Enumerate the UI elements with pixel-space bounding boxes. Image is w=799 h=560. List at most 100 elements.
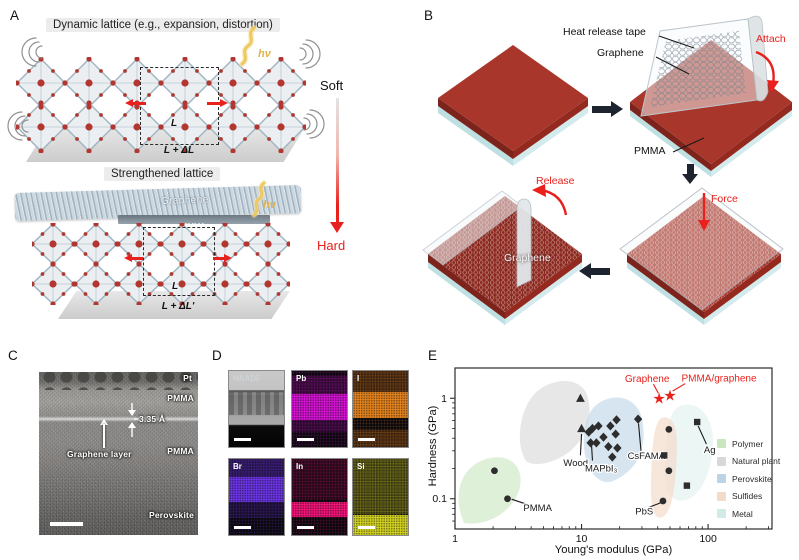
scatter-point-diamond <box>604 442 613 452</box>
graphene-mesh <box>650 31 746 107</box>
legend-label: Natural plant <box>732 456 781 466</box>
element-band <box>292 393 347 420</box>
eds-map-in: In <box>291 458 348 536</box>
x-tick-label: 10 <box>576 533 588 545</box>
eds-map-si: Si <box>352 458 409 536</box>
legend-label: Sulfides <box>732 491 763 501</box>
scale-bar <box>297 526 314 529</box>
legend-item-metal: Metal <box>717 508 780 519</box>
legend-swatch <box>717 491 726 501</box>
eds-map-i: I <box>352 370 409 448</box>
annotation-line <box>697 425 707 445</box>
map-label: I <box>357 374 360 383</box>
step-arrow-down-icon <box>682 164 698 184</box>
attach-arrow-icon <box>755 50 775 85</box>
scale-bar <box>234 526 251 529</box>
map-label: HAADF <box>233 374 261 383</box>
annotation-line <box>652 383 659 394</box>
scatter-point-square <box>693 418 701 426</box>
pmma-top-label: PMMA <box>167 393 194 403</box>
annotation-line <box>579 434 583 456</box>
element-band <box>292 375 347 394</box>
scatter-point-triangle <box>576 393 585 402</box>
scatter-point-diamond <box>611 429 620 439</box>
interlayer-spacing-label: 3.35 Å <box>139 414 166 424</box>
map-noise <box>292 459 347 535</box>
scale-bar <box>358 526 375 529</box>
slab-attach-step <box>630 15 792 177</box>
photon-squiggle-icon <box>239 25 257 67</box>
x-axis-label: Young's modulus (GPa) <box>554 544 673 556</box>
panel-a-title-strengthened: Strengthened lattice <box>104 167 221 181</box>
annotation-ag: Ag <box>704 445 716 456</box>
expansion-arrow-right-icon <box>207 99 228 107</box>
scatter-point-circle <box>665 425 673 433</box>
x-tick-label: 1 <box>452 533 458 545</box>
photon-label: hν <box>263 199 276 211</box>
photon-squiggle-icon <box>251 180 267 218</box>
scatter-point-square <box>683 482 691 489</box>
expansion-arrow-left-icon <box>124 254 143 262</box>
annotation-line <box>648 502 662 508</box>
panel-a-title-dynamic: Dynamic lattice (e.g., expansion, distor… <box>46 18 280 32</box>
soft-label: Soft <box>320 78 344 93</box>
expanded-length-label-bottom: L + ΔL' <box>161 301 195 312</box>
pmma-label: PMMA <box>634 145 666 157</box>
annotation-line <box>511 498 529 506</box>
expanded-length-label-top: L + ΔL <box>163 145 195 156</box>
legend-label: Polymer <box>732 438 764 449</box>
pmma-layer: PMMA <box>118 215 270 230</box>
pmma-layer-label: PMMA <box>182 221 206 230</box>
graphene-line <box>39 418 198 420</box>
scatter-point-triangle <box>577 423 586 433</box>
panel-c-label: C <box>8 348 18 363</box>
scatter-point-square <box>660 452 668 459</box>
legend-item-natural-plant: Natural plant <box>717 456 781 466</box>
panel-e-label: E <box>428 348 438 363</box>
region-natural-plant <box>519 381 590 465</box>
unit-cell-box-top <box>140 67 219 145</box>
y-tick-label: 1 <box>441 393 447 405</box>
scale-bar <box>50 521 83 526</box>
scale-bar <box>358 438 375 441</box>
spacing-measure-arrows-icon <box>128 403 139 437</box>
tem-grain-texture <box>39 372 198 535</box>
annotation-pbs: PbS <box>635 507 653 518</box>
step-arrow-left-icon <box>579 263 610 279</box>
legend-label: Metal <box>732 508 753 519</box>
scale-bar <box>297 438 314 441</box>
expansion-arrow-left-icon <box>125 99 146 107</box>
attach-label: Attach <box>756 33 786 45</box>
graphene-layer-label: Graphene layer <box>67 449 132 459</box>
annotation-pmma-graphene: PMMA/graphene <box>681 373 756 384</box>
y-tick-label: 0.1 <box>432 493 447 505</box>
pt-layer-texture <box>39 372 198 390</box>
element-band <box>353 459 408 514</box>
tem-cross-section-image: Pt PMMA 3.35 Å Graphene layer PMMA Perov… <box>39 372 198 535</box>
slab-pmma-film <box>438 45 588 166</box>
element-band <box>353 392 408 419</box>
element-band <box>229 459 284 478</box>
region-perovskite <box>583 397 644 483</box>
unit-cell-box-bottom <box>143 227 215 296</box>
legend-label: Perovskite <box>732 473 772 484</box>
x-tick-label: 100 <box>699 533 717 545</box>
scatter-point-star: ★ <box>652 390 665 407</box>
map-label: Pb <box>296 374 307 383</box>
graphene-film-label: Graphene <box>504 252 551 264</box>
heat-release-tape-label: Heat release tape <box>563 26 646 38</box>
annotation-line <box>591 445 594 461</box>
graphene-pointer-line <box>103 424 105 448</box>
scatter-point-circle <box>665 467 673 475</box>
expansion-arrow-right-icon <box>213 254 232 262</box>
element-band <box>229 477 284 502</box>
legend-item-sulfides: Sulfides <box>717 491 780 501</box>
transfer-process-illustration <box>422 15 792 325</box>
grain-columns <box>229 391 284 416</box>
soft-to-hard-arrowhead-icon <box>329 222 344 233</box>
release-label: Release <box>536 175 575 187</box>
annotation-wood: Wood <box>563 458 588 469</box>
vibration-arcs-icon <box>21 37 43 67</box>
annotation-line <box>637 423 642 451</box>
